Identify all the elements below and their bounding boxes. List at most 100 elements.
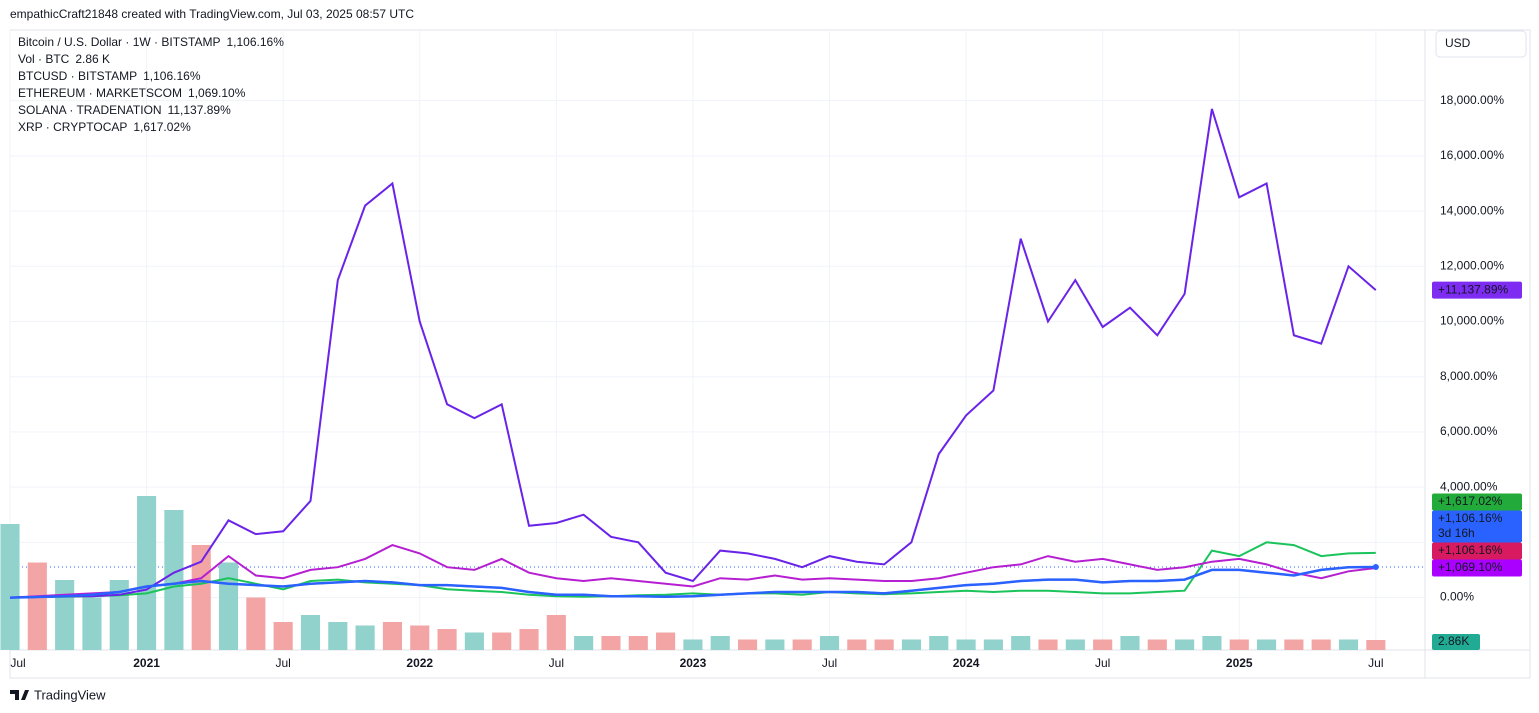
last-point — [1372, 564, 1379, 571]
volume-bar — [1147, 639, 1167, 650]
y-tick-label: 18,000.00% — [1440, 93, 1504, 107]
x-tick-label: Jul — [10, 656, 25, 670]
x-tick-label: 2024 — [953, 656, 980, 670]
volume-bar — [164, 510, 184, 650]
x-tick-label: 2021 — [133, 656, 160, 670]
legend-value: 1,069.10% — [188, 86, 246, 100]
series-line — [9, 544, 1376, 599]
end-label-box — [1432, 493, 1522, 511]
volume-bar — [1120, 636, 1140, 650]
series-line — [9, 541, 1376, 599]
volume-bar — [628, 636, 648, 650]
legend-value: 11,137.89% — [168, 103, 231, 117]
volume-bar — [1038, 639, 1058, 650]
y-tick-label: 0.00% — [1440, 590, 1474, 604]
y-tick-label: 6,000.00% — [1440, 424, 1498, 438]
x-tick-label: Jul — [1368, 656, 1383, 670]
volume-bar — [137, 496, 157, 650]
volume-bar — [983, 639, 1003, 650]
volume-bar — [1065, 639, 1085, 650]
volume-bar — [1338, 639, 1359, 650]
volume-bar — [819, 636, 840, 650]
end-label-box — [1432, 281, 1522, 299]
volume-bar — [109, 580, 129, 650]
x-tick-label: 2025 — [1226, 656, 1253, 670]
legend-name: ETHEREUM · MARKETSCOM — [18, 86, 182, 100]
legend-name: XRP · CRYPTOCAP — [18, 120, 127, 134]
volume-bar — [300, 615, 321, 650]
legend-value: 1,106.16% — [226, 35, 284, 49]
series-line — [9, 565, 1376, 599]
volume-bar — [1366, 639, 1386, 650]
volume-bar — [1311, 639, 1331, 650]
volume-bar — [437, 629, 457, 650]
currency[interactable]: USD — [1445, 36, 1471, 50]
legend-name: BTCUSD · BITSTAMP — [18, 69, 137, 83]
end-label: +1,617.02% — [1438, 494, 1503, 508]
volume-bar — [492, 632, 512, 650]
volume-bar — [656, 632, 676, 650]
tradingview-logo — [10, 690, 29, 700]
volume-bar — [847, 639, 867, 650]
currency-button[interactable] — [1435, 30, 1527, 58]
volume-bar — [1093, 639, 1113, 650]
volume-bar — [1284, 639, 1304, 650]
y-tick-label: 16,000.00% — [1440, 148, 1504, 162]
volume-bar — [1229, 639, 1249, 650]
x-tick-label: Jul — [549, 656, 564, 670]
volume-bar — [0, 524, 20, 650]
end-label-box — [1432, 510, 1522, 543]
end-label-box — [1432, 542, 1522, 560]
legend-value: 1,617.02% — [133, 120, 191, 134]
volume-bar — [574, 636, 594, 650]
end-label: +1,069.10% — [1438, 560, 1503, 574]
legend-value: 2.86 K — [75, 52, 110, 66]
volume-bar — [546, 615, 566, 650]
volume-bar — [737, 639, 758, 650]
volume-bar — [1175, 639, 1195, 650]
legend-name: Bitcoin / U.S. Dollar · 1W · BITSTAMP — [18, 35, 220, 49]
y-tick-label: 8,000.00% — [1440, 369, 1498, 383]
volume-bar — [218, 562, 239, 650]
volume-bar — [1011, 636, 1031, 650]
volume-bar — [601, 636, 621, 650]
x-tick-label: Jul — [822, 656, 837, 670]
volume-bar — [901, 639, 922, 650]
x-tick-label: 2022 — [406, 656, 433, 670]
volume-bar — [355, 625, 375, 650]
end-label: +1,106.16% — [1438, 543, 1503, 557]
volume-bar — [956, 639, 976, 650]
volume-bar — [382, 622, 402, 650]
volume-bar — [710, 636, 730, 650]
volume-end-box — [1432, 634, 1480, 650]
volume-bar — [27, 562, 47, 650]
volume-bar — [246, 597, 266, 650]
volume-bar — [765, 639, 785, 650]
volume-bar — [683, 639, 703, 650]
volume-bar — [874, 639, 894, 650]
x-tick-label: 2023 — [680, 656, 707, 670]
countdown: 3d 16h — [1438, 526, 1475, 540]
end-label: +11,137.89% — [1438, 282, 1509, 296]
volume-bar — [519, 629, 539, 650]
volume-end-label: 2.86K — [1438, 634, 1469, 648]
y-tick-label: 14,000.00% — [1440, 203, 1504, 217]
volume-bar — [328, 622, 348, 650]
volume-bar — [82, 597, 102, 650]
footer: TradingView — [34, 687, 106, 702]
volume-bar — [410, 625, 430, 650]
volume-bar — [1257, 639, 1277, 650]
volume-bar — [55, 580, 75, 650]
end-label-box — [1432, 559, 1522, 577]
volume-bar — [464, 632, 484, 650]
x-tick-label: Jul — [275, 656, 290, 670]
volume-bar — [792, 639, 812, 650]
x-tick-label: Jul — [1095, 656, 1110, 670]
legend-value: 1,106.16% — [143, 69, 201, 83]
end-label: +1,106.16% — [1438, 511, 1503, 525]
legend-name: SOLANA · TRADENATION — [18, 103, 162, 117]
volume-bar — [929, 636, 949, 650]
y-tick-label: 10,000.00% — [1440, 314, 1504, 328]
header: empathicCraft21848 created with TradingV… — [10, 7, 414, 21]
